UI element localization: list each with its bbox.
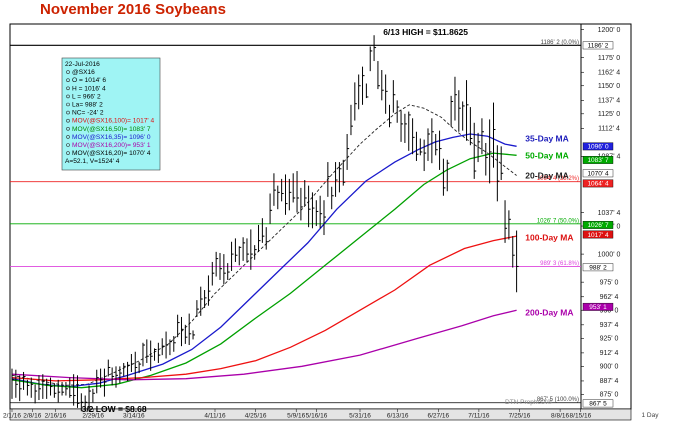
x-tick-label: 6/13/16 [387, 413, 409, 420]
axis-value-tag-label: 1096' 0 [587, 144, 609, 151]
y-tick-label: 900' 0 [600, 364, 619, 371]
info-row: H = 1016' 4 [72, 85, 106, 92]
info-row: MOV(@SX16,50)= 1083' 7 [72, 126, 151, 133]
info-row: MOV(@SX16,100)= 1017' 4 [72, 118, 155, 125]
y-tick-label: 1112' 4 [598, 126, 620, 133]
fib-label: 867' 5 (100.0%) [537, 397, 579, 403]
fib-label: 989' 3 (61.8%) [540, 261, 579, 267]
y-tick-label: 925' 0 [600, 336, 619, 343]
x-tick-label: 8/8/16 [551, 413, 569, 420]
axis-value-tag [582, 263, 614, 272]
x-tick-label: 4/11/16 [204, 413, 226, 420]
fib-label: 1064' 4 (38.2%) [537, 176, 579, 182]
y-tick-label: 937' 4 [600, 322, 619, 329]
axis-value-tag [582, 399, 614, 408]
y-tick-label: 1150' 0 [598, 83, 620, 90]
info-row: L = 966' 2 [72, 93, 101, 100]
y-tick-label: 1125' 0 [598, 111, 620, 118]
info-bullet-icon [66, 110, 70, 115]
axis-value-tag-label: 1083' 7 [587, 157, 609, 164]
x-tick-label: 7/25/16 [509, 413, 531, 420]
fib-label: 1026' 7 (50.0%) [537, 218, 579, 224]
fib-label: 1186' 2 (0.0%) [541, 40, 579, 46]
info-bullet-icon [66, 70, 70, 74]
info-row: O = 1014' 6 [72, 77, 106, 84]
x-tick-label: 6/27/16 [427, 413, 449, 420]
info-row: MOV(@SX16,20)= 1070' 4 [72, 150, 151, 157]
y-tick-label: 1137' 4 [598, 98, 620, 105]
x-tick-label: 4/25/16 [245, 413, 267, 420]
axis-value-tag-label: 1064' 4 [587, 181, 609, 188]
y-tick-label: 1175' 0 [598, 55, 620, 62]
info-bullet-icon [66, 118, 70, 123]
info-bullet-icon [66, 78, 70, 82]
y-tick-label: 1200' 0 [598, 27, 621, 34]
axis-value-tag [582, 302, 614, 311]
info-row: A=52.1, V=1524' 4 [65, 158, 120, 165]
axis-value-tag [582, 169, 614, 178]
axis-value-tag-label: 1017' 4 [587, 232, 609, 239]
axis-value-tag [582, 230, 614, 239]
x-tick-label: 5/16/16 [306, 413, 328, 420]
watermark: DTN ProphetX® [505, 398, 552, 406]
y-tick-label: 1000' 0 [598, 251, 621, 258]
info-row: @SX16 [72, 69, 95, 76]
axis-value-tag [582, 156, 614, 164]
ma-line-200-day-ma [11, 309, 517, 381]
axis-value-tag [582, 221, 614, 229]
info-row: NC= -24' 2 [72, 110, 104, 117]
annotation-label: 20-Day MA [525, 171, 568, 181]
info-bullet-icon [66, 94, 70, 99]
y-tick-label: 1037' 4 [598, 210, 621, 217]
annotation-label: 3/2 LOW = $8.68 [82, 404, 147, 414]
info-row: La= 988' 2 [72, 102, 103, 109]
annotation-label: 50-Day MA [525, 150, 568, 160]
axis-value-tag-label: 953' 1 [589, 304, 607, 311]
x-tick-label: 5/9/16 [287, 413, 305, 420]
x-tick-label: 3/14/16 [123, 413, 145, 420]
interval-label: 1 Day [642, 412, 660, 419]
axis-value-tag-label: 1026' 7 [587, 222, 609, 229]
chart-title: November 2016 Soybeans [40, 1, 226, 18]
x-axis-strip [9, 408, 632, 421]
axis-value-tag-label: 1186' 2 [588, 43, 609, 50]
x-tick-label: 2/1/16 [3, 413, 21, 420]
ma-line-35-day-ma [11, 133, 517, 388]
y-tick-label: 1162' 4 [598, 70, 620, 77]
info-row: MOV(@SX16,35)= 1096' 0 [72, 134, 151, 141]
info-row: 22-Jul-2016 [65, 61, 100, 68]
annotation-label: 6/13 HIGH = $11.8625 [383, 27, 468, 37]
axis-value-tag [582, 142, 614, 151]
y-tick-label: 950' 0 [600, 308, 619, 315]
x-tick-label: 2/29/16 [82, 413, 104, 420]
axis-value-tag [582, 41, 614, 50]
x-tick-label: 8/15/16 [570, 413, 592, 420]
info-box [61, 57, 161, 171]
annotation-label: 35-Day MA [525, 133, 568, 143]
info-bullet-icon [66, 151, 70, 155]
ma-line-20-day-ma [11, 104, 517, 386]
info-row: MOV(@SX16,200)= 953' 1 [72, 142, 151, 149]
x-tick-label: 2/8/16 [23, 413, 41, 420]
y-tick-label: 975' 0 [600, 279, 619, 286]
y-tick-label: 912' 4 [600, 350, 619, 357]
axis-value-tag [582, 179, 614, 188]
y-tick-label: 875' 0 [600, 392, 619, 399]
y-tick-label: 962' 4 [600, 294, 619, 301]
info-bullet-icon [66, 102, 70, 107]
x-tick-label: 2/16/16 [45, 413, 67, 420]
annotation-label: 100-Day MA [525, 232, 573, 242]
axis-value-tag-label: 988' 2 [589, 265, 607, 272]
info-bullet-icon [66, 143, 70, 147]
axis-value-tag-label: 867' 5 [589, 401, 607, 408]
x-tick-label: 5/31/16 [349, 413, 371, 420]
info-bullet-icon [66, 86, 70, 91]
info-bullet-icon [66, 127, 70, 131]
axis-value-tag-label: 1070' 4 [587, 171, 609, 178]
info-bullet-icon [66, 135, 70, 139]
x-tick-label: 7/11/16 [468, 413, 490, 420]
annotation-label: 200-Day MA [525, 307, 573, 317]
y-tick-label: 887' 4 [600, 378, 619, 385]
